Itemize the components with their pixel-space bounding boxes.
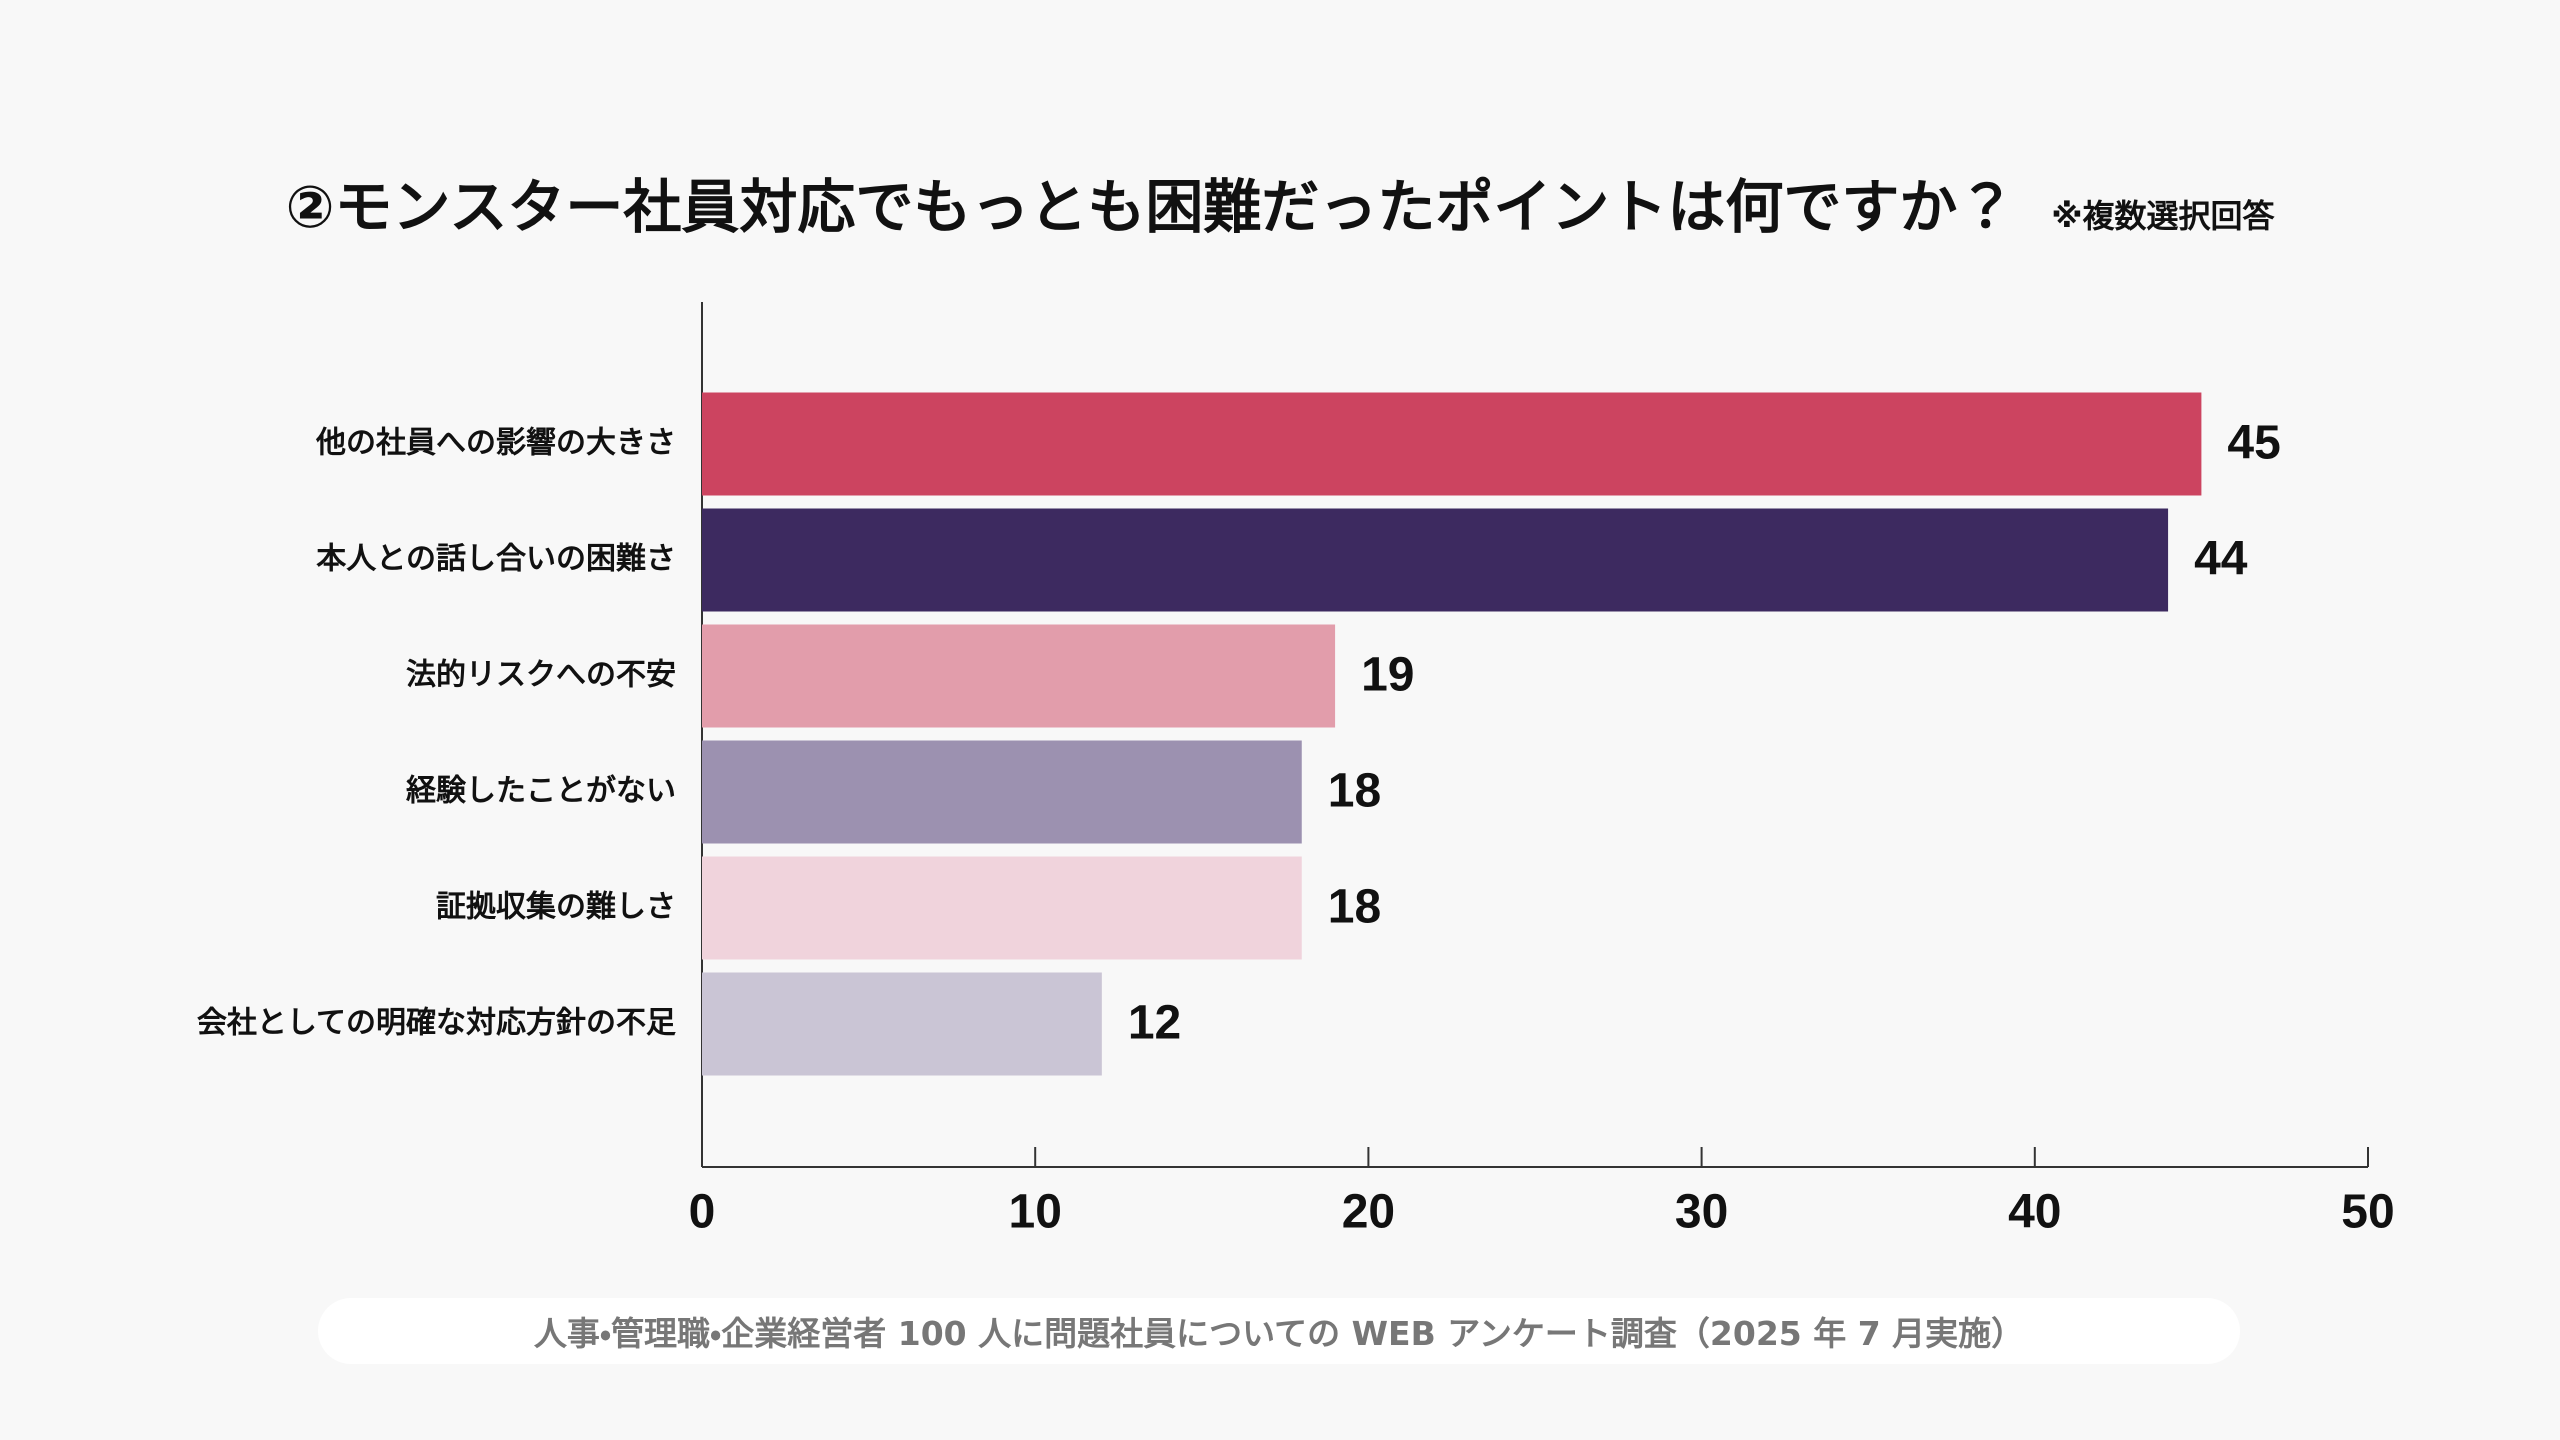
value-label: 45 [2227, 417, 2280, 470]
x-tick-label: 20 [1342, 1186, 1395, 1239]
category-label: 会社としての明確な対応方針の不足 [197, 1006, 676, 1041]
bar [702, 740, 1302, 844]
category-label: 法的リスクへの不安 [406, 658, 676, 693]
bar [702, 392, 2202, 496]
bar [702, 508, 2169, 612]
bar [702, 624, 1336, 728]
title-row: ②モンスター社員対応でもっとも困難だったポイントは何ですか？ ※複数選択回答 [0, 160, 2560, 244]
category-label: 他の社員への影響の大きさ [315, 426, 676, 461]
x-tick-label: 0 [689, 1186, 716, 1239]
value-label: 12 [1128, 997, 1181, 1050]
bar [702, 972, 1102, 1076]
bar [702, 856, 1302, 960]
chart-title: ②モンスター社員対応でもっとも困難だったポイントは何ですか？ [285, 173, 2016, 241]
category-label: 本人との話し合いの困難さ [316, 542, 676, 577]
category-label: 証拠収集の難しさ [436, 890, 676, 925]
x-tick-label: 50 [2341, 1186, 2394, 1239]
value-label: 44 [2194, 533, 2248, 586]
chart-note: ※複数選択回答 [2051, 197, 2275, 235]
value-label: 18 [1328, 881, 1381, 934]
source-note: 人事・管理職・企業経営者 100 人に問題社員についての WEB アンケート調査… [318, 1298, 2240, 1364]
category-label: 経験したことがない [406, 774, 676, 809]
value-label: 18 [1328, 765, 1381, 818]
x-tick-label: 10 [1009, 1186, 1062, 1239]
x-tick-label: 40 [2008, 1186, 2061, 1239]
x-tick-label: 30 [1675, 1186, 1728, 1239]
value-label: 19 [1361, 649, 1414, 702]
